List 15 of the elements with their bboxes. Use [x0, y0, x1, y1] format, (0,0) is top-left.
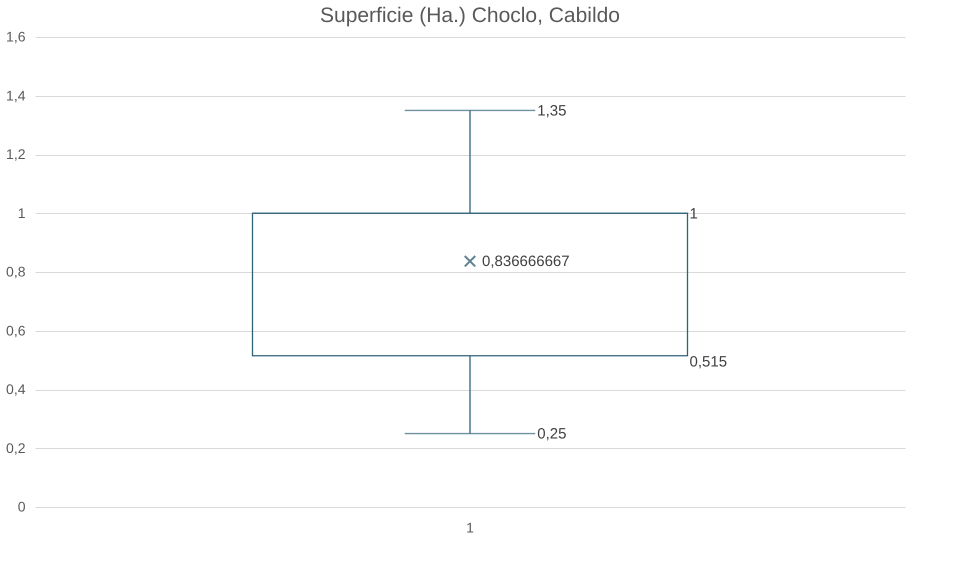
chart-title: Superficie (Ha.) Choclo, Cabildo — [320, 4, 620, 27]
y-tick-label: 0,2 — [6, 440, 26, 456]
y-tick-label: 0 — [18, 498, 26, 514]
y-tick-label: 1,4 — [6, 87, 26, 104]
y-tick-label: 1,2 — [6, 146, 26, 162]
annotation: 0,836666667 — [482, 253, 570, 270]
y-tick-label: 0,8 — [6, 264, 26, 280]
y-tick-label: 0,4 — [6, 381, 26, 397]
annotation: 0,25 — [537, 426, 566, 443]
annotation: 1 — [690, 205, 698, 222]
annotation: 1,35 — [537, 102, 566, 120]
y-tick-label: 1,6 — [6, 28, 26, 44]
y-tick-label: 0,6 — [6, 322, 26, 338]
y-tick-label: 1 — [18, 204, 26, 221]
annotation: 0,515 — [690, 354, 728, 371]
